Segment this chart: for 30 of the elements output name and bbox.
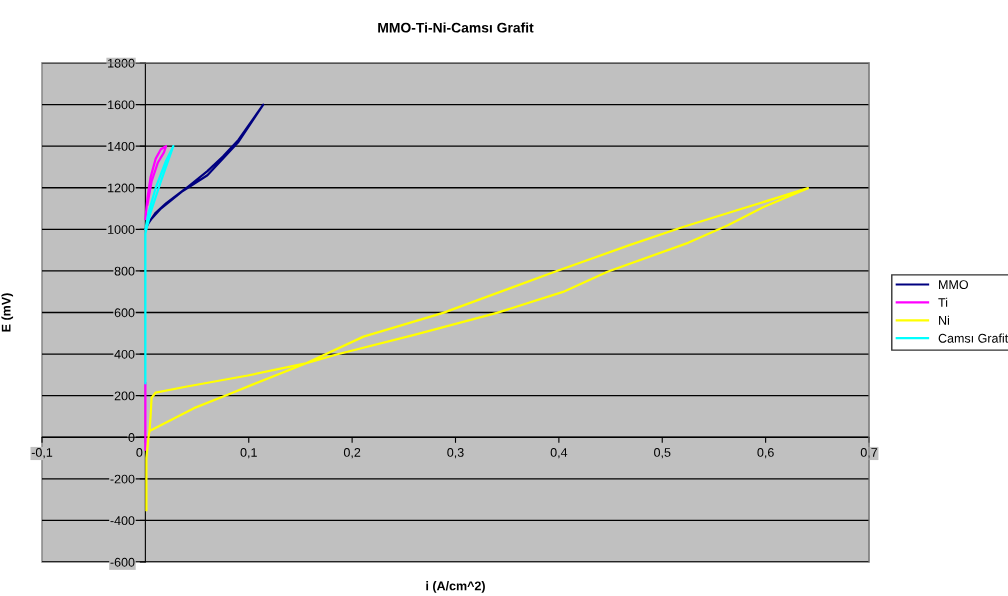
y-tick-label: 1600: [108, 100, 135, 110]
x-tick-label: 0,2: [343, 448, 361, 459]
y-tick-label: -200: [110, 474, 135, 484]
y-tick-label: -600: [110, 557, 135, 567]
x-tick-label: 0,5: [654, 448, 671, 459]
x-axis-title: i (A/cm^2): [426, 581, 485, 593]
y-tick-label: 200: [114, 391, 135, 401]
legend-label: MMO: [939, 280, 968, 289]
line-series: [144, 145, 175, 385]
y-tick-label: 400: [114, 349, 135, 359]
line-series: [145, 187, 810, 512]
x-tick-label: 0,4: [550, 448, 568, 459]
y-tick-label: 1800: [108, 58, 135, 68]
y-tick-label: 800: [114, 266, 135, 276]
legend-label: Ti: [938, 297, 948, 307]
y-tick-label: 600: [114, 308, 135, 318]
x-tick-label: 0,7: [860, 448, 878, 459]
legend-label: Camsı Grafit: [938, 333, 1008, 343]
y-tick-label: 1000: [108, 225, 135, 234]
y-tick-label: 1200: [108, 183, 135, 193]
chart-title: MMO-Ti-Ni-Camsı Grafit: [378, 22, 534, 33]
x-tick-label: 0: [136, 448, 143, 457]
x-tick-label: 0,6: [757, 448, 774, 459]
x-tick-label: 0,1: [240, 448, 257, 459]
x-tick-label: 0,3: [447, 448, 464, 459]
y-tick-label: -400: [110, 516, 135, 526]
y-tick-label: 1400: [108, 141, 135, 151]
x-tick-label: -0,1: [31, 448, 53, 459]
y-axis-title: E (mV): [1, 293, 14, 332]
legend-label: Ni: [939, 315, 949, 325]
